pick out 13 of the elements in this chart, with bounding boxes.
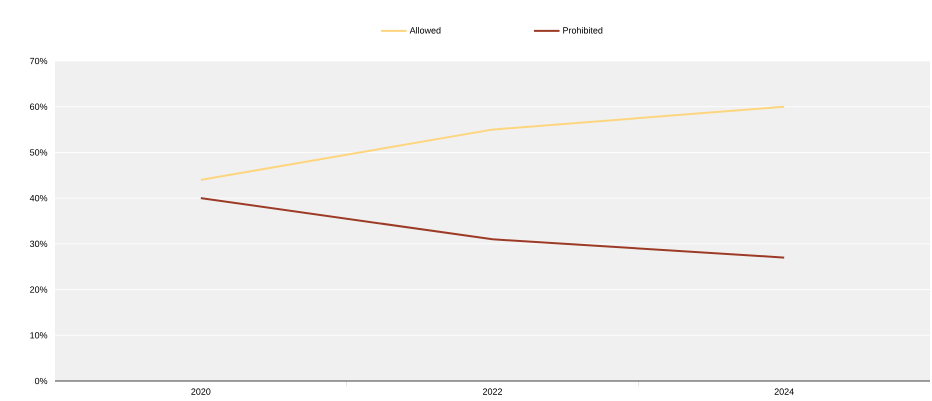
y-tick-label: 70%: [30, 58, 48, 64]
x-tick-label: 2022: [482, 388, 502, 395]
x-tick-label: 2024: [774, 388, 794, 395]
y-tick-label: 10%: [30, 332, 48, 338]
y-tick-label: 60%: [30, 104, 48, 110]
y-tick-label: 40%: [30, 194, 48, 202]
y-tick-label: 0%: [34, 378, 48, 384]
y-tick-label: 30%: [30, 240, 48, 248]
y-tick-label: 50%: [30, 149, 48, 156]
x-tick-label: 2020: [191, 388, 210, 395]
y-tick-label: 20%: [30, 286, 48, 293]
legend-label: Prohibited: [563, 26, 602, 34]
legend-label: Allowed: [410, 26, 440, 34]
